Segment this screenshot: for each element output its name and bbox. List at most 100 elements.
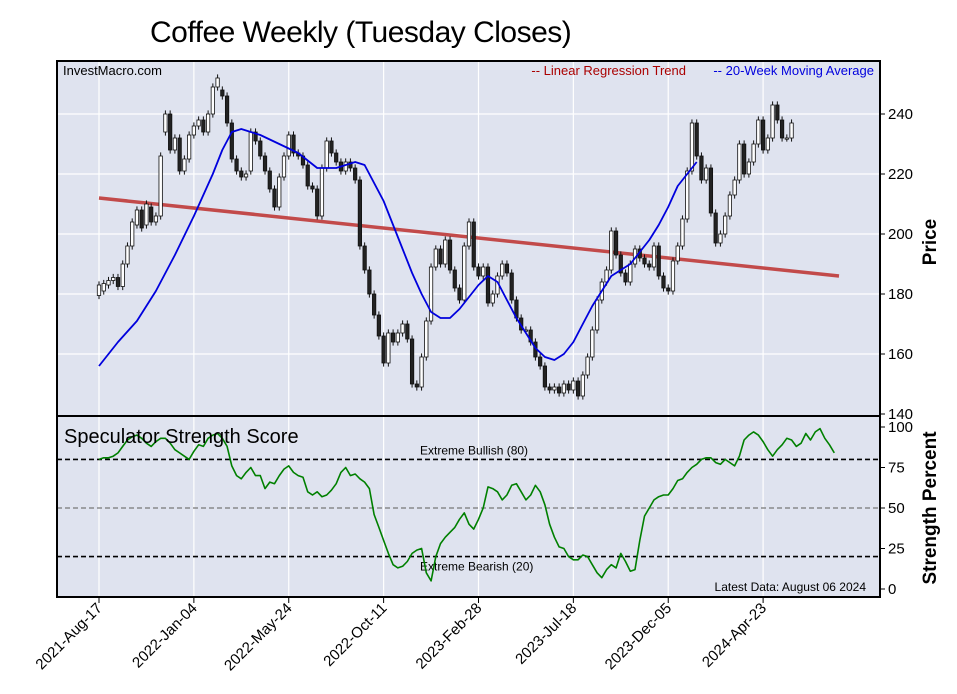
candle-body	[566, 383, 571, 391]
candle-body	[272, 188, 277, 208]
candle-body	[670, 260, 676, 292]
candle-body	[613, 230, 619, 256]
candle-body	[770, 104, 775, 139]
candle-body	[727, 194, 732, 217]
candle-body	[428, 266, 434, 322]
candle-body	[590, 329, 595, 358]
candle-body	[756, 119, 761, 145]
candle-body	[324, 140, 329, 169]
candle-body	[433, 248, 438, 268]
candle-body	[101, 283, 106, 292]
chart-title: Coffee Weekly (Tuesday Closes)	[150, 16, 571, 49]
candle-body	[357, 179, 362, 247]
date-tick-label: 2022-May-24	[221, 600, 296, 675]
candle-body	[291, 134, 296, 154]
source-label: InvestMacro.com	[63, 63, 162, 78]
candle-body	[713, 212, 718, 244]
candle-body	[466, 221, 472, 247]
strength-tick-label: 50	[888, 500, 905, 517]
candle-body	[286, 134, 291, 157]
candle-body	[476, 266, 481, 277]
price-tick-label: 220	[888, 166, 913, 183]
moving-average-line	[98, 128, 698, 367]
candle-body	[789, 122, 794, 139]
candle-body	[343, 161, 348, 172]
candle-body	[689, 122, 695, 172]
candle-body	[305, 164, 310, 187]
candle-body	[552, 386, 557, 391]
strength-score-path	[98, 427, 835, 582]
price-y-ticks: 140 160 180 200 220 240	[880, 106, 913, 423]
candle-body	[609, 230, 614, 271]
date-axis: 2021-Aug-17 2022-Jan-04 2022-May-24 2022-Oc…	[32, 597, 770, 675]
candle-body	[224, 95, 230, 124]
candle-body	[405, 323, 410, 340]
candle-body	[187, 134, 192, 160]
candle-body	[348, 161, 353, 169]
candle-body	[490, 293, 495, 304]
candle-body	[253, 131, 258, 142]
strength-title: Speculator Strength Score	[64, 426, 299, 448]
candle-body	[699, 155, 704, 181]
strength-score-line	[98, 427, 835, 582]
candle-body	[191, 125, 196, 136]
candle-body	[229, 122, 234, 160]
candle-body	[334, 152, 339, 163]
candle-body	[234, 158, 239, 172]
candle-body	[281, 155, 287, 178]
candle-body	[144, 203, 149, 226]
candle-body	[329, 140, 334, 154]
candle-body	[775, 104, 780, 121]
candle-body	[571, 380, 576, 391]
candle-body	[557, 386, 562, 394]
candle-body	[452, 269, 457, 289]
price-panel: 140 160 180 200 220 240 InvestMacro.com -- Li…	[56, 60, 941, 423]
candle-body	[723, 215, 728, 235]
candle-body	[618, 254, 623, 274]
candle-body	[168, 113, 173, 151]
price-tick-label: 180	[888, 286, 913, 303]
candle-body	[746, 161, 751, 175]
legend-moving-average: -- 20-Week Moving Average	[713, 63, 874, 78]
candle-body	[149, 206, 154, 223]
candle-body	[391, 332, 396, 343]
candle-body	[96, 284, 102, 296]
candle-body	[656, 245, 661, 277]
candle-body	[443, 239, 448, 265]
strength-gridlines	[98, 416, 764, 597]
candle-body	[362, 245, 367, 271]
candle-body	[243, 173, 249, 178]
candle-body	[424, 320, 429, 358]
price-axis-label: Price	[920, 219, 941, 265]
candle-body	[471, 221, 476, 268]
strength-tick-label: 25	[888, 541, 905, 558]
candle-body	[651, 245, 657, 268]
candle-body	[130, 221, 135, 247]
candle-body	[509, 272, 514, 301]
candle-body	[400, 323, 405, 334]
candle-body	[500, 263, 505, 277]
candle-body	[201, 119, 206, 133]
candle-body	[576, 380, 581, 397]
candle-body	[462, 245, 467, 301]
candle-body	[481, 266, 486, 277]
price-tick-label: 240	[888, 106, 913, 123]
candle-body	[277, 176, 282, 208]
candle-body	[206, 113, 211, 133]
candle-body	[485, 266, 491, 304]
candle-body	[120, 263, 125, 287]
candle-body	[158, 155, 163, 217]
candle-body	[737, 143, 742, 181]
candle-body	[220, 89, 225, 97]
candle-body	[262, 155, 268, 172]
price-tick-label: 160	[888, 346, 913, 363]
candle-body	[115, 277, 121, 287]
date-tick-label: 2022-Oct-11	[320, 600, 390, 670]
candle-body	[661, 275, 666, 289]
candle-body	[647, 263, 652, 268]
candle-body	[708, 167, 714, 214]
candle-body	[742, 143, 747, 175]
candle-body	[542, 365, 547, 388]
strength-tick-label: 100	[888, 419, 913, 436]
